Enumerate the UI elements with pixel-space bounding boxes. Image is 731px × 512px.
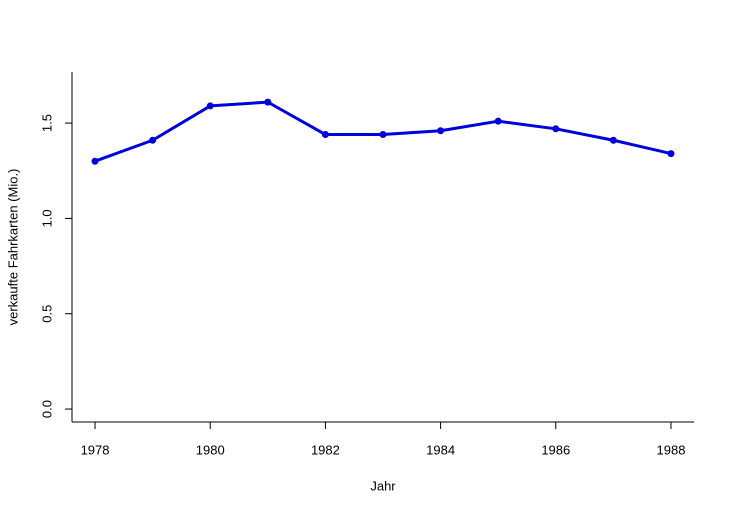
data-point: [437, 127, 445, 135]
x-tick-label: 1986: [541, 442, 570, 457]
data-point: [149, 136, 157, 144]
x-tick-label: 1980: [196, 442, 225, 457]
data-point: [264, 98, 272, 106]
y-tick-label: 1.5: [39, 114, 54, 132]
x-tick-label: 1978: [81, 442, 110, 457]
data-point: [91, 157, 99, 165]
x-tick-label: 1984: [426, 442, 455, 457]
data-point: [321, 131, 329, 139]
y-tick-label: 0.5: [39, 305, 54, 323]
data-point: [552, 125, 560, 133]
data-point: [609, 136, 617, 144]
y-tick-label: 0.0: [39, 400, 54, 418]
y-tick-label: 1.0: [39, 209, 54, 227]
x-axis-label: Jahr: [370, 478, 396, 493]
data-point: [494, 117, 502, 125]
data-point: [667, 150, 675, 158]
data-point: [379, 131, 387, 139]
data-point: [206, 102, 214, 110]
y-axis-label: verkaufte Fahrkarten (Mio.): [5, 169, 20, 326]
x-tick-label: 1988: [657, 442, 686, 457]
x-tick-label: 1982: [311, 442, 340, 457]
